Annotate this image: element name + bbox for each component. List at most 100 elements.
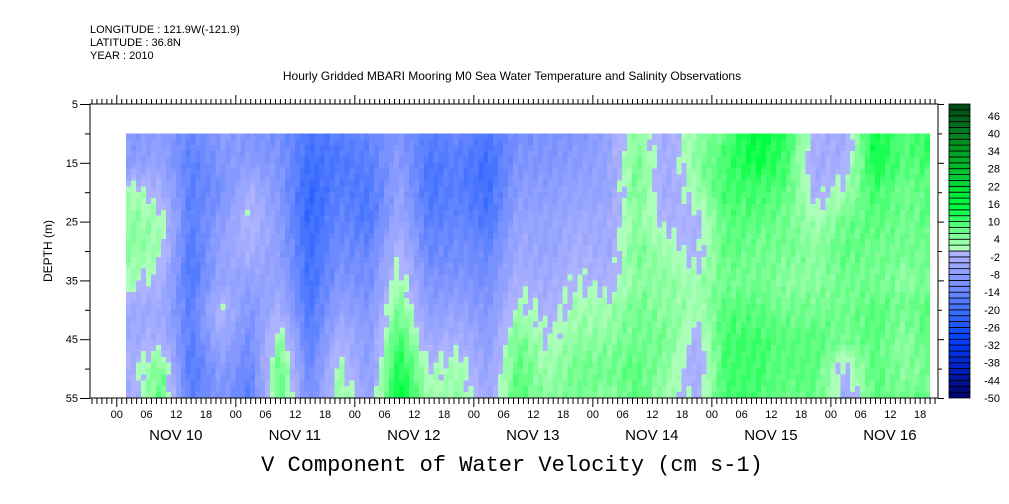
heatmap-cell (359, 168, 365, 176)
heatmap-cell (274, 350, 281, 358)
heatmap-cell (364, 180, 370, 187)
heatmap-cell (299, 362, 306, 370)
heatmap-cell (146, 315, 152, 323)
heatmap-cell (274, 362, 281, 370)
heatmap-cell (369, 315, 375, 323)
heatmap-cell (126, 251, 132, 258)
heatmap-cell (235, 209, 241, 217)
heatmap-cell (522, 174, 529, 181)
heatmap-cell (200, 256, 207, 264)
heatmap-cell (309, 133, 316, 140)
heatmap-cell (270, 180, 276, 187)
heatmap-cell (225, 221, 231, 228)
heatmap-cell (384, 233, 390, 240)
heatmap-cell (190, 198, 197, 205)
heatmap-cell (567, 227, 574, 234)
heatmap-cell (270, 198, 276, 205)
heatmap-cell (389, 162, 395, 170)
heatmap-cell (488, 227, 494, 234)
heatmap-cell (493, 268, 499, 276)
heatmap-cell (126, 198, 132, 205)
heatmap-cell (260, 345, 266, 352)
heatmap-cell (632, 245, 638, 252)
heatmap-cell (498, 386, 504, 393)
heatmap-cell (205, 239, 212, 246)
heatmap-cell (141, 368, 147, 375)
heatmap-cell (582, 233, 588, 240)
heatmap-cell (240, 198, 246, 205)
heatmap-cell (473, 345, 479, 352)
heatmap-cell (274, 251, 281, 258)
heatmap-cell (602, 292, 608, 299)
heatmap-cell (250, 256, 256, 264)
heatmap-cell (250, 186, 256, 193)
heatmap-cell (359, 268, 365, 276)
heatmap-cell (359, 180, 365, 187)
heatmap-cell (230, 156, 236, 164)
heatmap-cell (205, 374, 212, 381)
heatmap-cell (577, 350, 583, 358)
heatmap-cell (299, 350, 306, 358)
heatmap-cell (349, 274, 355, 281)
heatmap-cell (428, 245, 435, 252)
heatmap-cell (542, 339, 549, 346)
heatmap-cell (170, 198, 177, 205)
heatmap-cell (661, 215, 668, 223)
heatmap-cell (458, 327, 464, 334)
heatmap-cell (364, 274, 370, 281)
heatmap-cell (408, 145, 415, 152)
heatmap-cell (557, 386, 564, 393)
heatmap-cell (607, 327, 613, 334)
heatmap-cell (270, 251, 276, 258)
heatmap-cell (443, 239, 450, 246)
heatmap-cell (344, 362, 350, 370)
heatmap-cell (354, 386, 360, 393)
heatmap-cell (458, 162, 464, 170)
heatmap-cell (141, 333, 147, 340)
heatmap-cell (151, 192, 157, 199)
heatmap-cell (562, 162, 569, 170)
heatmap-cell (458, 139, 464, 146)
heatmap-cell (170, 386, 177, 393)
heatmap-cell (562, 392, 569, 399)
heatmap-cell (334, 139, 340, 146)
heatmap-cell (527, 392, 534, 399)
heatmap-cell (260, 268, 266, 276)
heatmap-cell (522, 215, 529, 223)
heatmap-cell (632, 327, 638, 334)
heatmap-cell (493, 362, 499, 370)
heatmap-cell (151, 345, 157, 352)
heatmap-cell (542, 239, 549, 246)
heatmap-cell (344, 274, 350, 281)
heatmap-cell (235, 174, 241, 181)
heatmap-cell (488, 286, 494, 293)
heatmap-cell (408, 315, 415, 323)
heatmap-cell (339, 356, 345, 364)
heatmap-cell (151, 156, 157, 164)
heatmap-cell (473, 327, 479, 334)
heatmap-cell (537, 233, 544, 240)
heatmap-cell (513, 245, 519, 252)
heatmap-cell (151, 350, 157, 358)
heatmap-cell (478, 345, 484, 352)
heatmap-cell (319, 380, 326, 387)
heatmap-cell (215, 133, 221, 140)
heatmap-cell (532, 368, 539, 375)
heatmap-cell (627, 339, 633, 346)
heatmap-cell (587, 386, 593, 393)
heatmap-cell (473, 392, 479, 399)
heatmap-cell (438, 303, 445, 311)
heatmap-cell (632, 315, 638, 323)
heatmap-cell (210, 233, 216, 240)
heatmap-cell (265, 286, 271, 293)
heatmap-cell (557, 286, 564, 293)
heatmap-cell (126, 174, 132, 181)
heatmap-cell (230, 221, 236, 228)
heatmap-cell (503, 233, 509, 240)
heatmap-cell (309, 327, 316, 334)
heatmap-cell (155, 203, 162, 211)
heatmap-cell (329, 239, 335, 246)
heatmap-cell (165, 239, 172, 246)
heatmap-cell (627, 298, 633, 305)
heatmap-cell (205, 309, 212, 317)
